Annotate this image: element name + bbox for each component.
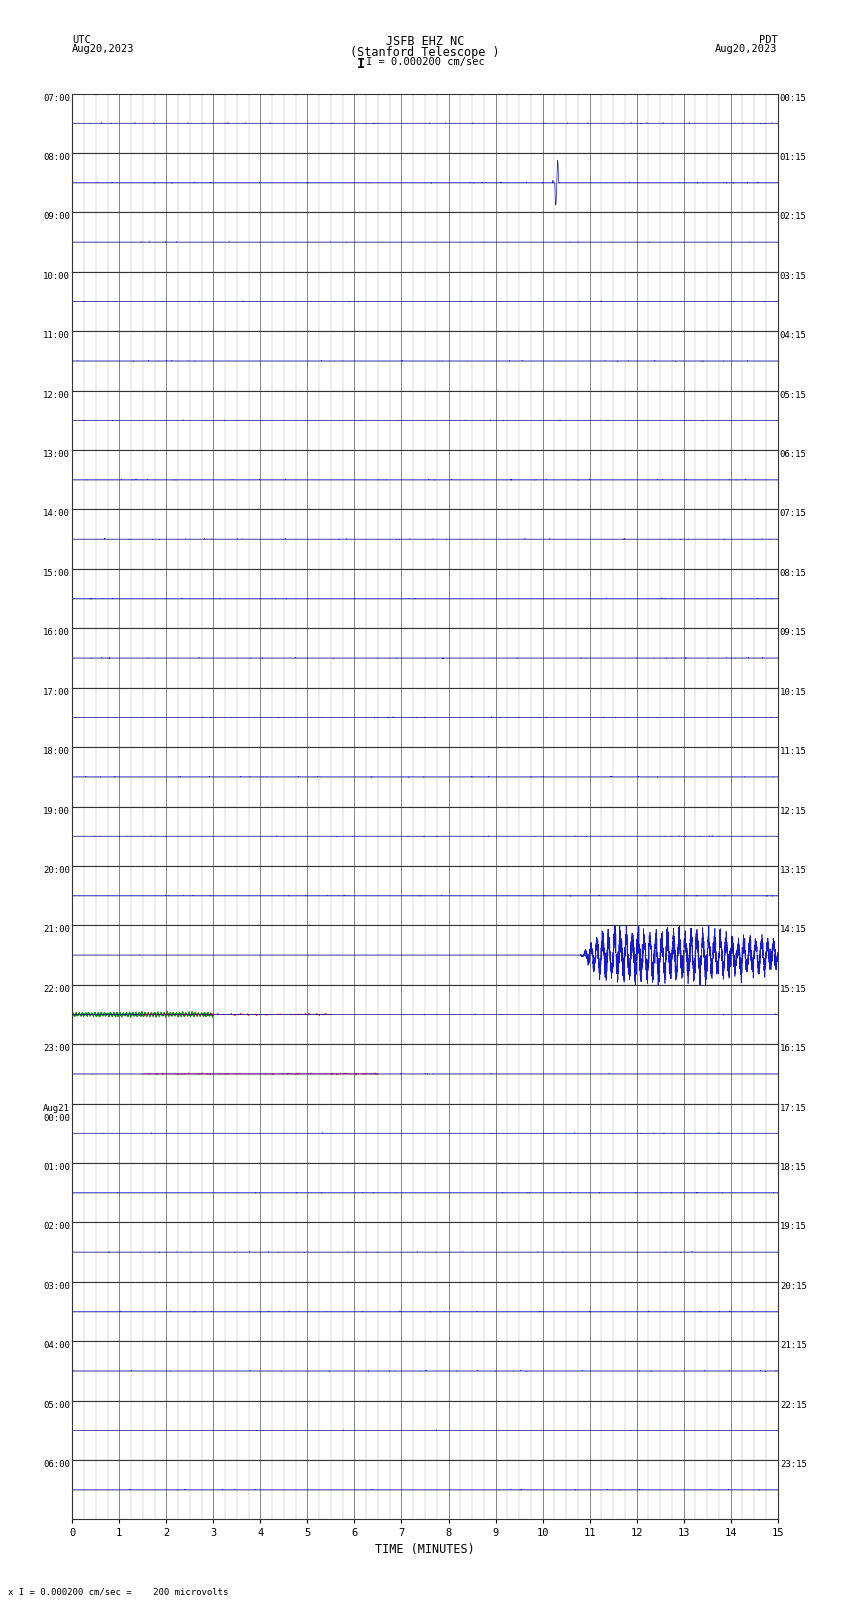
Text: 12:15: 12:15 [779, 806, 807, 816]
Text: 18:15: 18:15 [779, 1163, 807, 1173]
Text: 11:00: 11:00 [43, 331, 71, 340]
Text: 10:15: 10:15 [779, 687, 807, 697]
Text: x I = 0.000200 cm/sec =    200 microvolts: x I = 0.000200 cm/sec = 200 microvolts [8, 1587, 229, 1597]
Text: PDT: PDT [759, 35, 778, 45]
Text: 19:15: 19:15 [779, 1223, 807, 1231]
Text: Aug20,2023: Aug20,2023 [715, 44, 778, 55]
Text: 07:00: 07:00 [43, 94, 71, 103]
Text: I = 0.000200 cm/sec: I = 0.000200 cm/sec [366, 58, 484, 68]
Text: 13:15: 13:15 [779, 866, 807, 874]
Text: 15:15: 15:15 [779, 984, 807, 994]
Text: UTC: UTC [72, 35, 91, 45]
Text: 04:00: 04:00 [43, 1340, 71, 1350]
Text: 18:00: 18:00 [43, 747, 71, 756]
Text: 22:15: 22:15 [779, 1400, 807, 1410]
Text: 17:15: 17:15 [779, 1103, 807, 1113]
Text: 23:00: 23:00 [43, 1044, 71, 1053]
Text: 14:15: 14:15 [779, 926, 807, 934]
Text: 20:15: 20:15 [779, 1282, 807, 1290]
Text: 01:00: 01:00 [43, 1163, 71, 1173]
Text: 11:15: 11:15 [779, 747, 807, 756]
Text: 00:15: 00:15 [779, 94, 807, 103]
X-axis label: TIME (MINUTES): TIME (MINUTES) [375, 1542, 475, 1555]
Text: JSFB EHZ NC: JSFB EHZ NC [386, 35, 464, 48]
Text: 06:00: 06:00 [43, 1460, 71, 1469]
Text: 14:00: 14:00 [43, 510, 71, 518]
Text: I: I [357, 58, 366, 71]
Text: 13:00: 13:00 [43, 450, 71, 460]
Text: 22:00: 22:00 [43, 984, 71, 994]
Text: 15:00: 15:00 [43, 569, 71, 577]
Text: 03:15: 03:15 [779, 273, 807, 281]
Text: 16:00: 16:00 [43, 627, 71, 637]
Text: 08:15: 08:15 [779, 569, 807, 577]
Text: 23:15: 23:15 [779, 1460, 807, 1469]
Text: 21:00: 21:00 [43, 926, 71, 934]
Text: Aug20,2023: Aug20,2023 [72, 44, 135, 55]
Text: 02:00: 02:00 [43, 1223, 71, 1231]
Text: 05:00: 05:00 [43, 1400, 71, 1410]
Text: 19:00: 19:00 [43, 806, 71, 816]
Text: 09:00: 09:00 [43, 213, 71, 221]
Text: 20:00: 20:00 [43, 866, 71, 874]
Text: Aug21
00:00: Aug21 00:00 [43, 1103, 71, 1123]
Text: 08:00: 08:00 [43, 153, 71, 161]
Text: 09:15: 09:15 [779, 627, 807, 637]
Text: 12:00: 12:00 [43, 390, 71, 400]
Text: 03:00: 03:00 [43, 1282, 71, 1290]
Text: 07:15: 07:15 [779, 510, 807, 518]
Text: 04:15: 04:15 [779, 331, 807, 340]
Text: 16:15: 16:15 [779, 1044, 807, 1053]
Text: 10:00: 10:00 [43, 273, 71, 281]
Text: 21:15: 21:15 [779, 1340, 807, 1350]
Text: 17:00: 17:00 [43, 687, 71, 697]
Text: 02:15: 02:15 [779, 213, 807, 221]
Text: 06:15: 06:15 [779, 450, 807, 460]
Text: (Stanford Telescope ): (Stanford Telescope ) [350, 45, 500, 60]
Text: 01:15: 01:15 [779, 153, 807, 161]
Text: 05:15: 05:15 [779, 390, 807, 400]
